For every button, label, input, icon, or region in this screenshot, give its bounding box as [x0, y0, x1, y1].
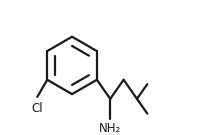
- Text: NH₂: NH₂: [99, 122, 121, 135]
- Text: Cl: Cl: [31, 102, 43, 115]
